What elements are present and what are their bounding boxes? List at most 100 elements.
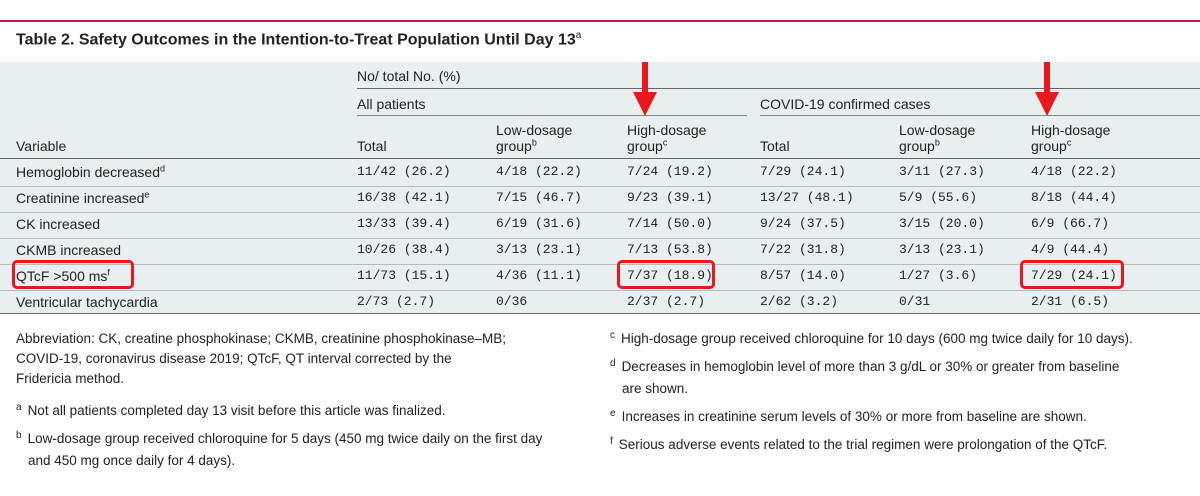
table-cell: 3/15 (20.0) — [899, 216, 985, 231]
abbrev-line-2: COVID-19, coronavirus disease 2019; QTcF… — [16, 351, 452, 366]
row-label-text: Ventricular tachycardia — [16, 294, 158, 310]
col-low-all-mark: b — [531, 137, 537, 148]
table-cell: 3/11 (27.3) — [899, 164, 985, 179]
row-divider — [0, 212, 1200, 213]
col-high-all: High-dosage groupc — [627, 122, 706, 154]
table-cell: 13/33 (39.4) — [357, 216, 451, 231]
red-arrow-icon — [1035, 62, 1059, 116]
highlight-box-qtcf-label — [12, 260, 134, 289]
row-label: Ventricular tachycardia — [16, 294, 158, 310]
footnote-d-mark: d — [610, 357, 616, 369]
table-cell: 16/38 (42.1) — [357, 190, 451, 205]
table-cell: 5/9 (55.6) — [899, 190, 978, 205]
row-label-text: CK increased — [16, 216, 101, 232]
col-low-covid-line2: group — [899, 138, 935, 154]
col-low-covid: Low-dosage groupb — [899, 122, 975, 154]
footnote-e-mark: e — [610, 407, 616, 419]
table-cell: 4/9 (44.4) — [1031, 242, 1110, 257]
row-label: Hemoglobin decreasedd — [16, 164, 165, 180]
row-label: QTcF >500 msf — [16, 268, 110, 284]
col-high-covid: High-dosage groupc — [1031, 122, 1110, 154]
col-high-covid-mark: c — [1066, 137, 1072, 148]
col-high-covid-line2: group — [1031, 138, 1067, 154]
abbrev-line-1: Abbreviation: CK, creatine phosphokinase… — [16, 331, 507, 346]
table-cell: 2/62 (3.2) — [760, 294, 839, 309]
table-cell: 0/31 — [899, 294, 931, 309]
table-cell: 7/14 (50.0) — [627, 216, 713, 231]
row-label-text: CKMB increased — [16, 242, 122, 258]
footnote-c: c High-dosage group received chloroquine … — [610, 330, 1133, 348]
abbrev-line-3: Fridericia method. — [16, 371, 125, 386]
table-cell: 6/19 (31.6) — [496, 216, 582, 231]
footnote-d-text-1: Decreases in hemoglobin level of more th… — [621, 359, 1120, 374]
footnote-f: f Serious adverse events related to the t… — [610, 436, 1107, 454]
row-label-mark: d — [159, 163, 165, 174]
table-cell: 3/13 (23.1) — [899, 242, 985, 257]
table-cell: 7/29 (24.1) — [1031, 268, 1117, 283]
row-divider — [0, 238, 1200, 239]
col-low-all-line2: group — [496, 138, 532, 154]
table-cell: 2/31 (6.5) — [1031, 294, 1110, 309]
table-cell: 2/73 (2.7) — [357, 294, 436, 309]
row-divider — [0, 186, 1200, 187]
footnote-a: a Not all patients completed day 13 visit… — [16, 402, 446, 420]
col-low-all-line1: Low-dosage — [496, 122, 573, 138]
col-total-all: Total — [357, 138, 387, 154]
accent-rule — [0, 20, 1200, 22]
table-cell: 11/73 (15.1) — [357, 268, 451, 283]
table-cell: 7/29 (24.1) — [760, 164, 846, 179]
row-label-text: Hemoglobin decreased — [16, 164, 160, 180]
row-label-mark: e — [144, 189, 150, 200]
rule-table-bottom — [0, 313, 1200, 314]
table-cell: 13/27 (48.1) — [760, 190, 854, 205]
table-cell: 0/36 — [496, 294, 528, 309]
highlight-box-qtcf-high-covid — [1020, 260, 1124, 289]
safety-table: No/ total No. (%) All patients COVID-19 … — [0, 62, 1200, 314]
table-cell: 6/9 (66.7) — [1031, 216, 1110, 231]
caption-mark: a — [575, 30, 582, 41]
highlight-box-qtcf-high-all — [617, 260, 715, 289]
table-cell: 3/13 (23.1) — [496, 242, 582, 257]
table-cell: 4/36 (11.1) — [496, 268, 582, 283]
col-low-covid-line1: Low-dosage — [899, 122, 976, 138]
col-low-all: Low-dosage groupb — [496, 122, 572, 154]
rule-group-all — [357, 115, 747, 116]
col-high-all-line1: High-dosage — [627, 122, 707, 138]
col-high-all-line2: group — [627, 138, 663, 154]
table-cell: 2/37 (2.7) — [627, 294, 706, 309]
footnote-d-cont: are shown. — [622, 381, 689, 396]
footnote-b-mark: b — [16, 429, 22, 441]
row-label-text: QTcF >500 ms — [16, 268, 108, 284]
col-high-covid-line1: High-dosage — [1031, 122, 1111, 138]
footnote-e-text: Increases in creatinine serum levels of … — [621, 409, 1087, 424]
row-label-mark: f — [107, 267, 110, 278]
table-cell: 7/24 (19.2) — [627, 164, 713, 179]
footnote-f-text: Serious adverse events related to the tr… — [618, 437, 1108, 452]
rule-group-covid — [760, 115, 1200, 116]
footnote-b-text-1: Low-dosage group received chloroquine fo… — [27, 431, 543, 446]
col-variable: Variable — [16, 138, 67, 154]
footnote-f-mark: f — [610, 435, 613, 447]
row-label: CKMB increased — [16, 242, 121, 258]
table-cell: 4/18 (22.2) — [496, 164, 582, 179]
col-high-all-mark: c — [662, 137, 668, 148]
footnote-a-mark: a — [16, 401, 22, 413]
row-divider — [0, 290, 1200, 291]
table-cell: 8/18 (44.4) — [1031, 190, 1117, 205]
footnote-b-cont: and 450 mg once daily for 4 days). — [28, 453, 236, 468]
table-cell: 8/57 (14.0) — [760, 268, 846, 283]
group-covid: COVID-19 confirmed cases — [760, 96, 931, 112]
table-cell: 7/13 (53.8) — [627, 242, 713, 257]
footnote-b: b Low-dosage group received chloroquine f… — [16, 430, 542, 448]
footnote-c-text: High-dosage group received chloroquine f… — [621, 331, 1133, 346]
row-label: CK increased — [16, 216, 100, 232]
row-divider — [0, 264, 1200, 265]
footnote-e: e Increases in creatinine serum levels of… — [610, 408, 1087, 426]
footnote-a-text: Not all patients completed day 13 visit … — [27, 403, 446, 418]
table-cell: 10/26 (38.4) — [357, 242, 451, 257]
rule-header-bottom — [0, 158, 1200, 159]
table-cell: 9/24 (37.5) — [760, 216, 846, 231]
table-cell: 4/18 (22.2) — [1031, 164, 1117, 179]
col-total-covid: Total — [760, 138, 790, 154]
red-arrow-icon — [633, 62, 657, 116]
